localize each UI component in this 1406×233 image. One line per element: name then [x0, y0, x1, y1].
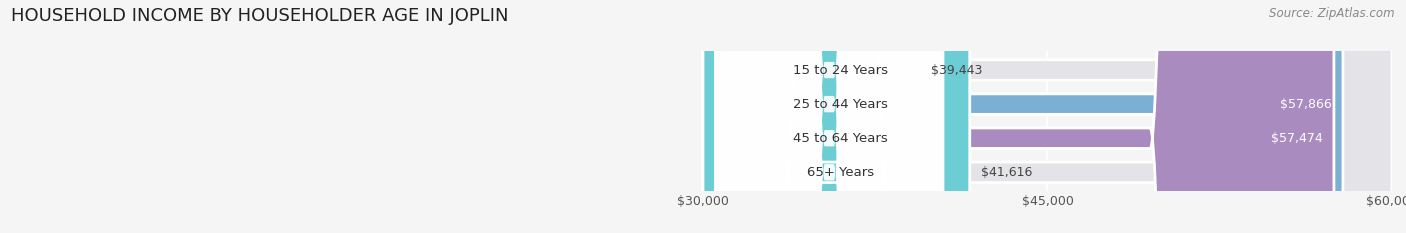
Text: 45 to 64 Years: 45 to 64 Years	[793, 132, 889, 145]
FancyBboxPatch shape	[703, 0, 1392, 233]
Text: Source: ZipAtlas.com: Source: ZipAtlas.com	[1270, 7, 1395, 20]
FancyBboxPatch shape	[703, 0, 1334, 233]
FancyBboxPatch shape	[714, 0, 945, 233]
Text: HOUSEHOLD INCOME BY HOUSEHOLDER AGE IN JOPLIN: HOUSEHOLD INCOME BY HOUSEHOLDER AGE IN J…	[11, 7, 509, 25]
Text: 65+ Years: 65+ Years	[807, 166, 875, 179]
Text: $57,474: $57,474	[1271, 132, 1323, 145]
FancyBboxPatch shape	[703, 0, 1392, 233]
FancyBboxPatch shape	[703, 0, 1343, 233]
Text: $41,616: $41,616	[981, 166, 1032, 179]
Text: 15 to 24 Years: 15 to 24 Years	[793, 64, 889, 76]
FancyBboxPatch shape	[714, 0, 945, 233]
FancyBboxPatch shape	[714, 0, 945, 233]
FancyBboxPatch shape	[714, 0, 945, 233]
FancyBboxPatch shape	[703, 0, 1392, 233]
FancyBboxPatch shape	[703, 0, 920, 233]
Text: $57,866: $57,866	[1279, 98, 1331, 111]
FancyBboxPatch shape	[703, 0, 970, 233]
FancyBboxPatch shape	[703, 0, 1392, 233]
Text: $39,443: $39,443	[931, 64, 983, 76]
Text: 25 to 44 Years: 25 to 44 Years	[793, 98, 889, 111]
